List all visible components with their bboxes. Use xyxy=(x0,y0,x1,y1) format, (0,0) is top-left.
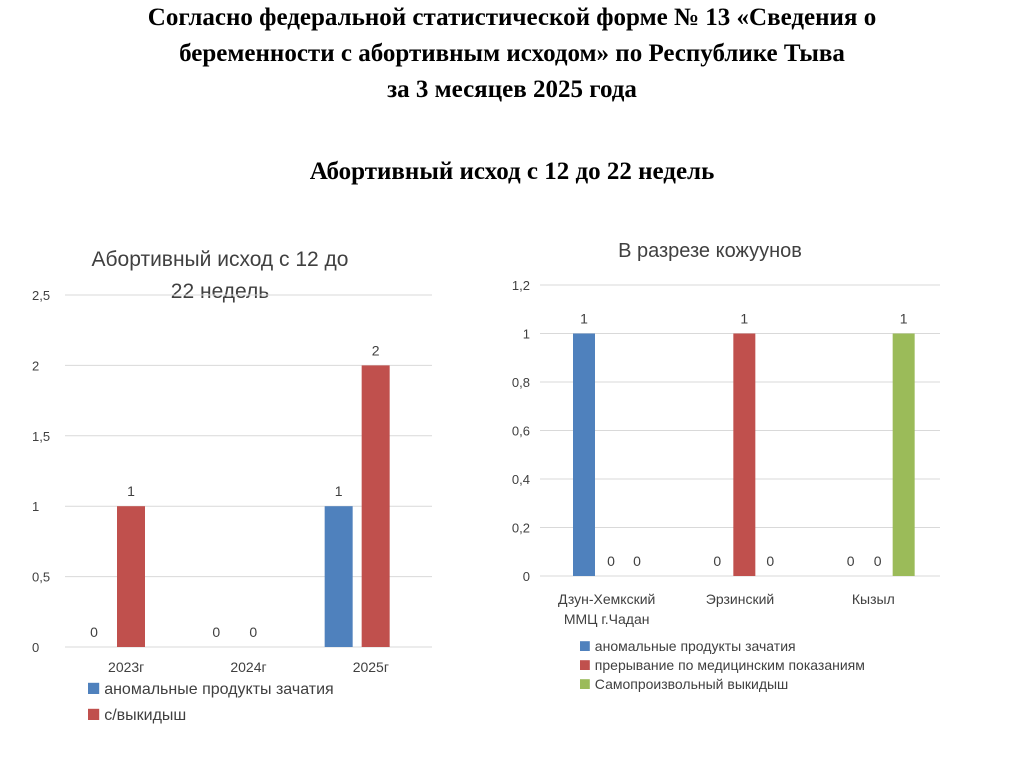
y-tick-label: 2 xyxy=(32,358,39,373)
y-tick-label: 0,4 xyxy=(512,472,530,487)
y-tick-label: 0,2 xyxy=(512,521,530,536)
x-tick-label: ММЦ г.Чадан xyxy=(564,611,650,627)
legend-label: прерывание по медицинским показаниям xyxy=(595,657,865,673)
bar xyxy=(117,506,145,647)
data-label: 0 xyxy=(713,553,721,569)
data-label: 0 xyxy=(766,553,774,569)
slide-title: Согласно федеральной статистической форм… xyxy=(0,0,1024,108)
y-tick-label: 0,8 xyxy=(512,375,530,390)
data-label: 0 xyxy=(633,553,641,569)
bar xyxy=(573,333,595,576)
legend-swatch xyxy=(88,682,100,694)
y-tick-label: 1 xyxy=(523,327,530,342)
legend-swatch xyxy=(580,679,590,689)
data-label: 1 xyxy=(335,483,343,499)
legend-swatch xyxy=(88,708,100,720)
slide-title-line: за 3 месяцев 2025 года xyxy=(387,76,637,103)
data-label: 0 xyxy=(607,553,615,569)
bar xyxy=(733,333,756,576)
data-label: 1 xyxy=(580,311,588,327)
legend-swatch xyxy=(580,641,590,651)
x-tick-label: 2025г xyxy=(353,659,389,675)
slide-subtitle: Абортивный исход с 12 до 22 недель xyxy=(309,158,715,185)
data-label: 0 xyxy=(874,553,882,569)
slide-title-line: Согласно федеральной статистической форм… xyxy=(147,4,877,31)
y-tick-label: 1 xyxy=(32,499,39,514)
data-label: 0 xyxy=(212,624,220,640)
x-tick-label: Эрзинский xyxy=(706,591,774,607)
legend-label: с/выкидыш xyxy=(104,707,186,724)
chart-title: В разрезе кожуунов xyxy=(618,240,802,262)
x-tick-label: 2023г xyxy=(108,659,144,675)
data-label: 1 xyxy=(900,311,908,327)
x-tick-label: 2024г xyxy=(230,659,266,675)
data-label: 2 xyxy=(372,342,380,358)
bar xyxy=(324,506,353,647)
chart-title: 22 недель xyxy=(171,280,269,303)
y-tick-label: 1,5 xyxy=(32,429,50,444)
y-tick-label: 2,5 xyxy=(32,288,50,303)
legend-swatch xyxy=(580,660,590,670)
data-label: 0 xyxy=(847,553,855,569)
slide-title-line: беременности с абортивным исходом» по Ре… xyxy=(179,40,845,67)
legend-label: Самопроизвольный выкидыш xyxy=(595,676,789,692)
data-label: 1 xyxy=(127,483,135,499)
y-tick-label: 0 xyxy=(32,640,39,655)
bar xyxy=(892,333,915,576)
y-tick-label: 0 xyxy=(523,569,530,584)
chart-title: Абортивный исход с 12 до xyxy=(92,248,349,271)
data-label: 0 xyxy=(90,624,98,640)
x-tick-label: Дзун-Хемкский xyxy=(558,591,655,607)
y-tick-label: 1,2 xyxy=(512,278,530,293)
legend-label: аномальные продукты зачатия xyxy=(104,681,333,698)
y-tick-label: 0,6 xyxy=(512,424,530,439)
data-label: 1 xyxy=(740,311,748,327)
x-tick-label: Кызыл xyxy=(852,591,895,607)
y-tick-label: 0,5 xyxy=(32,570,50,585)
bar xyxy=(361,365,390,647)
legend-label: аномальные продукты зачатия xyxy=(595,638,796,654)
data-label: 0 xyxy=(249,624,257,640)
